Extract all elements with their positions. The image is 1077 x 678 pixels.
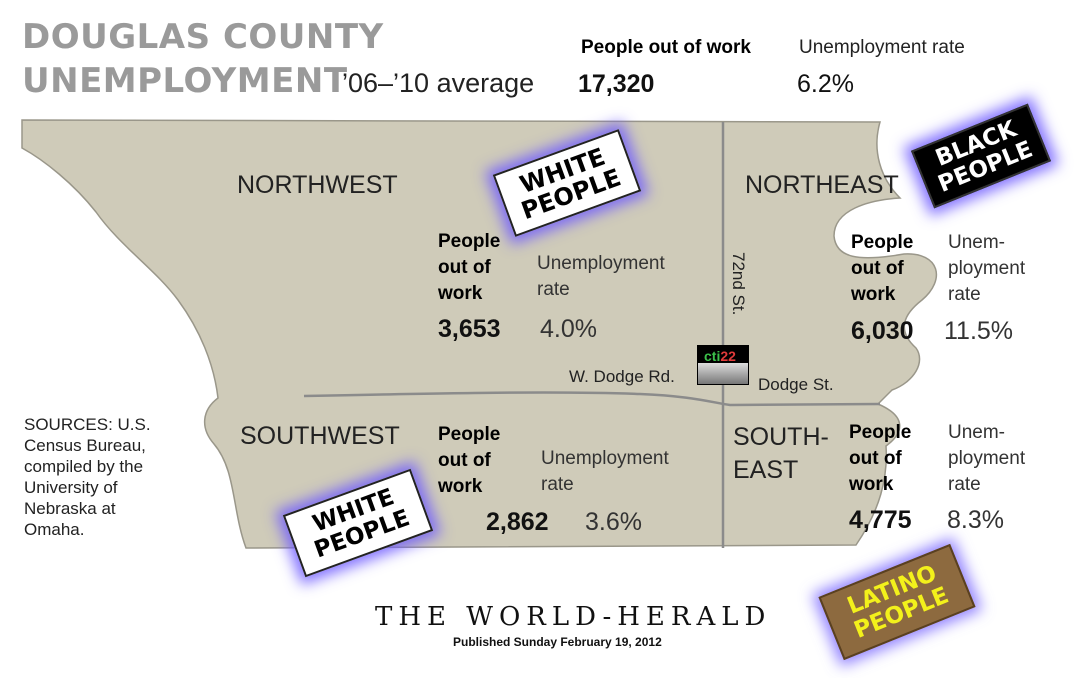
total-rate-value: 6.2% xyxy=(797,70,854,98)
masthead: THE WORLD-HERALD xyxy=(375,602,772,632)
total-people-label: People out of work xyxy=(581,37,751,58)
northwest-rate-label: Unemployment rate xyxy=(537,253,665,300)
southeast-people-value: 4,775 xyxy=(849,506,912,534)
published-date: Published Sunday February 19, 2012 xyxy=(453,635,662,649)
southeast-rate-value: 8.3% xyxy=(947,506,1004,534)
northeast-rate-value: 11.5% xyxy=(944,317,1014,345)
title-line2: UNEMPLOYMENT xyxy=(22,61,348,101)
southeast-rate-label: Unem- ployment rate xyxy=(948,422,1026,495)
southwest-people-value: 2,862 xyxy=(486,508,549,536)
region-name-southeast: SOUTH- EAST xyxy=(733,423,829,484)
northwest-people-label: People out of work xyxy=(438,231,501,304)
sources-note: SOURCES: U.S. Census Bureau, compiled by… xyxy=(24,415,151,539)
road-label-dodge: Dodge St. xyxy=(758,375,834,394)
total-rate-label: Unemployment rate xyxy=(799,37,965,58)
road-dodge xyxy=(303,391,881,407)
northeast-people-label: People out of work xyxy=(851,232,914,305)
region-name-southwest: SOUTHWEST xyxy=(240,422,400,450)
southwest-people-label: People out of work xyxy=(438,424,501,497)
title-line1: DOUGLAS COUNTY xyxy=(22,17,384,57)
northeast-rate-label: Unem- ployment rate xyxy=(948,232,1026,305)
cti22-logo: cti22 xyxy=(697,345,749,385)
title-subtitle: ’06–’10 average xyxy=(342,68,535,98)
region-name-northeast: NORTHEAST xyxy=(745,171,899,199)
road-label-w-dodge: W. Dodge Rd. xyxy=(569,367,675,386)
road-label-72nd-st: 72nd St. xyxy=(729,252,748,316)
northwest-people-value: 3,653 xyxy=(438,315,501,343)
total-people-value: 17,320 xyxy=(578,70,655,98)
southwest-rate-value: 3.6% xyxy=(585,508,642,536)
northwest-rate-value: 4.0% xyxy=(540,315,597,343)
region-name-northwest: NORTHWEST xyxy=(237,171,398,199)
southeast-people-label: People out of work xyxy=(849,422,912,495)
county-shape xyxy=(21,119,938,549)
southwest-rate-label: Unemployment rate xyxy=(541,448,669,495)
northeast-people-value: 6,030 xyxy=(851,317,914,345)
